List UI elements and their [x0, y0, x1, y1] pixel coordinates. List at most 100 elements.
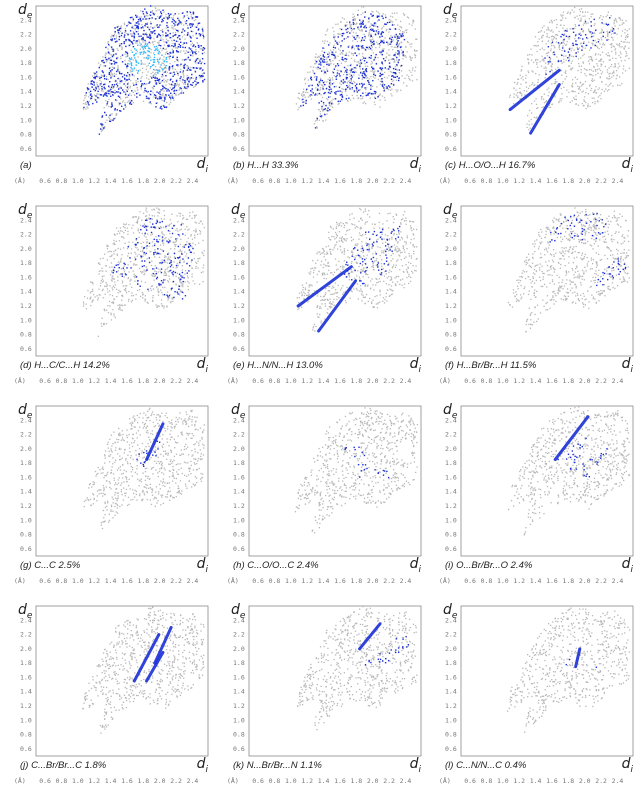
- x-tick-label: 0.8: [56, 377, 68, 385]
- y-axis-label: de: [231, 602, 246, 621]
- y-axis-label: de: [443, 202, 458, 221]
- y-tick-label: 1.0: [20, 116, 32, 124]
- x-tick-label: 1.2: [301, 777, 313, 785]
- fingerprint-plot: 2.4 2.2 2.0 1.8 1.6 1.4 1.2 1.0 0.8 0.6 0.6 0.8 1.0 1…: [14, 405, 209, 585]
- x-tick-label: 2.2: [383, 377, 395, 385]
- x-tick-label: 1.4: [105, 377, 117, 385]
- x-tick-label: 2.0: [154, 577, 166, 585]
- y-axis-label: de: [231, 202, 246, 221]
- x-tick-label: 2.4: [187, 777, 199, 785]
- y-tick-label: 2.2: [20, 631, 32, 639]
- y-tick-label: 0.8: [233, 531, 245, 539]
- x-tick-label: 2.2: [170, 777, 182, 785]
- x-unit-label: (Å): [439, 176, 451, 185]
- x-tick-label: 2.0: [154, 777, 166, 785]
- x-unit-label: (Å): [439, 576, 451, 585]
- plot-frame: [35, 605, 209, 757]
- highlight-points: [112, 217, 194, 300]
- x-tick-label: 2.4: [187, 177, 199, 185]
- panel-caption: (d) H...C/C...H 14.2%: [20, 360, 110, 371]
- y-tick-label: 2.2: [233, 31, 245, 39]
- highlight-spike: [574, 647, 582, 669]
- contact-percent: 2.4%: [296, 560, 319, 571]
- highlight-points: [132, 625, 173, 683]
- x-tick-label: 1.6: [546, 777, 558, 785]
- x-tick-label: 1.6: [121, 577, 133, 585]
- x-tick-label: 0.6: [39, 577, 51, 585]
- x-tick-label: 0.6: [252, 377, 264, 385]
- y-tick-label: 1.2: [20, 502, 32, 510]
- x-unit-label: (Å): [14, 576, 26, 585]
- y-tick-label: 2.0: [445, 645, 457, 653]
- x-tick-label: 1.0: [72, 777, 84, 785]
- y-tick-label: 0.6: [233, 545, 245, 553]
- x-unit-label: (Å): [439, 776, 451, 785]
- x-unit-label: (Å): [227, 376, 239, 385]
- y-tick-label: 1.8: [445, 659, 457, 667]
- x-tick-label: 0.6: [464, 577, 476, 585]
- y-tick-label: 2.2: [20, 431, 32, 439]
- x-tick-label: 1.6: [546, 377, 558, 385]
- y-tick-label: 1.0: [445, 116, 457, 124]
- y-tick-label: 1.0: [445, 516, 457, 524]
- y-tick-label: 1.0: [233, 716, 245, 724]
- y-tick-label: 1.6: [445, 73, 457, 81]
- y-tick-label: 1.6: [445, 473, 457, 481]
- y-tick-label: 2.0: [233, 445, 245, 453]
- x-tick-label: 1.8: [350, 577, 362, 585]
- x-axis-label: di: [621, 156, 633, 175]
- y-tick-label: 0.6: [445, 345, 457, 353]
- y-tick-label: 1.6: [445, 673, 457, 681]
- contact-percent: 2.4%: [510, 560, 533, 571]
- x-tick-label: 1.0: [497, 777, 509, 785]
- x-tick-label: 0.8: [269, 777, 281, 785]
- y-tick-label: 1.8: [233, 459, 245, 467]
- x-unit-label: (Å): [14, 776, 26, 785]
- y-tick-label: 1.6: [20, 73, 32, 81]
- contact-type: C...N/N...C: [453, 760, 505, 771]
- x-tick-label: 0.6: [464, 377, 476, 385]
- x-tick-label: 2.4: [400, 777, 412, 785]
- fingerprint-panel: 2.4 2.2 2.0 1.8 1.6 1.4 1.2 1.0 0.8 0.6 0.6 0.8 1.0 1…: [12, 400, 212, 585]
- y-tick-label: 0.6: [20, 545, 32, 553]
- y-axis-label: de: [18, 602, 33, 621]
- y-tick-label: 0.8: [233, 131, 245, 139]
- x-tick-label: 2.4: [400, 177, 412, 185]
- y-tick-label: 1.0: [233, 116, 245, 124]
- y-tick-label: 0.6: [233, 745, 245, 753]
- y-tick-label: 2.4: [20, 616, 32, 624]
- fingerprint-panel: 2.4 2.2 2.0 1.8 1.6 1.4 1.2 1.0 0.8 0.6 0.6 0.8 1.0 1…: [12, 200, 212, 385]
- x-axis-label: di: [409, 756, 421, 775]
- background-points: [82, 205, 205, 337]
- highlight-spike: [145, 650, 165, 683]
- y-tick-label: 1.2: [20, 702, 32, 710]
- panel-caption: (j) C...Br/Br...C 1.8%: [20, 760, 106, 771]
- panel-caption: (i) O...Br/Br...O 2.4%: [445, 560, 532, 571]
- x-tick-label: 1.2: [301, 177, 313, 185]
- highlight-points: [565, 647, 598, 669]
- highlight-points: [344, 446, 390, 479]
- plot-frame: [248, 205, 422, 357]
- y-tick-label: 1.2: [233, 702, 245, 710]
- y-tick-label: 1.2: [445, 502, 457, 510]
- y-axis-label: de: [18, 2, 33, 21]
- panel-caption: (e) H...N/N...H 13.0%: [233, 360, 323, 371]
- x-tick-label: 2.0: [579, 777, 591, 785]
- fingerprint-plot: 2.4 2.2 2.0 1.8 1.6 1.4 1.2 1.0 0.8 0.6 0.6 0.8 1.0 1…: [439, 605, 634, 785]
- x-tick-label: 1.4: [105, 577, 117, 585]
- highlight-spike: [508, 68, 561, 112]
- y-tick-label: 1.8: [233, 59, 245, 67]
- x-axis-label: di: [196, 356, 208, 375]
- y-tick-label: 1.8: [20, 659, 32, 667]
- y-tick-label: 1.2: [20, 102, 32, 110]
- x-tick-label: 0.8: [481, 377, 493, 385]
- y-tick-label: 2.4: [233, 616, 245, 624]
- y-tick-label: 1.2: [445, 302, 457, 310]
- contact-percent: 33.3%: [271, 160, 299, 171]
- y-tick-label: 1.8: [445, 259, 457, 267]
- x-tick-label: 1.0: [497, 377, 509, 385]
- contact-percent: 14.2%: [82, 360, 110, 371]
- background-points: [82, 7, 206, 133]
- x-tick-label: 0.8: [56, 577, 68, 585]
- fingerprint-panel: 2.4 2.2 2.0 1.8 1.6 1.4 1.2 1.0 0.8 0.6 0.6 0.8 1.0 1…: [437, 400, 637, 585]
